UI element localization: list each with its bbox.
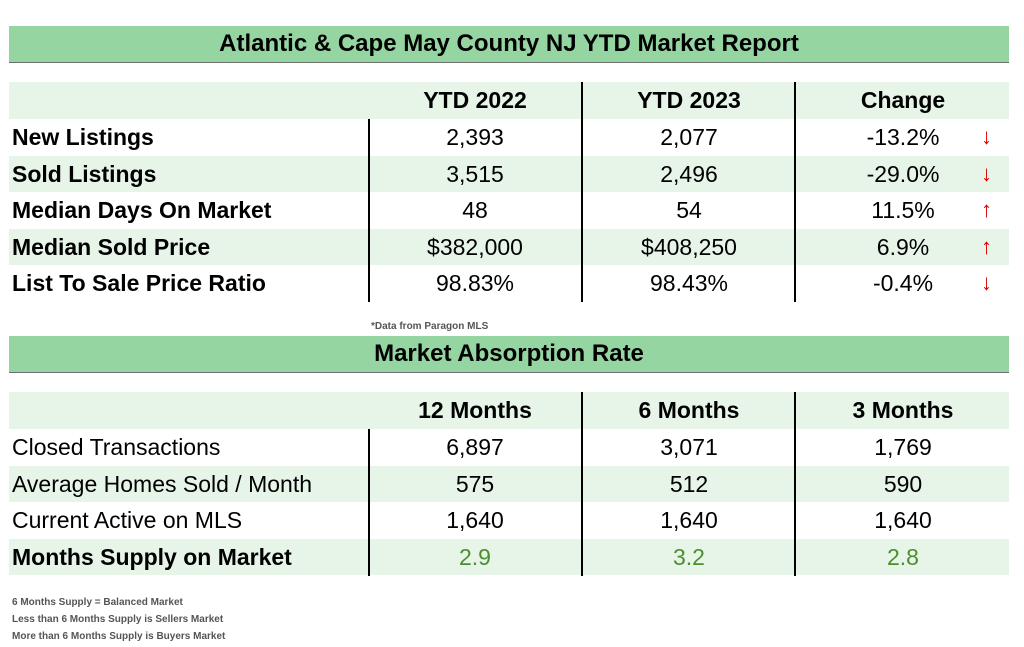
up-arrow-icon: ↑ — [981, 197, 992, 222]
column-divider — [794, 392, 796, 576]
absorption-table: 12 Months 6 Months 3 Months Closed Trans… — [9, 392, 1009, 576]
up-arrow-icon: ↑ — [981, 233, 992, 259]
footnote-buyers: More than 6 Months Supply is Buyers Mark… — [12, 631, 226, 642]
cell-value: 1,640 — [660, 507, 718, 533]
table-row: Months Supply on Market 2.9 3.2 2.8 — [9, 538, 1009, 575]
row-label-new-listings: New Listings — [12, 124, 154, 150]
cell-value: 590 — [883, 470, 923, 497]
column-divider — [368, 119, 370, 302]
column-divider — [794, 82, 796, 302]
cell-change: -29.0% — [866, 160, 940, 187]
cell-value: 1,640 — [874, 507, 932, 533]
down-arrow-icon: ↓ — [981, 160, 992, 186]
cell-value: 575 — [455, 470, 495, 497]
down-arrow-icon: ↓ — [981, 124, 992, 149]
row-label-current-active: Current Active on MLS — [12, 507, 243, 533]
cell-value: 48 — [462, 197, 488, 223]
table-row: Median Sold Price $382,000 $408,250 6.9%… — [9, 228, 1009, 265]
cell-value: 98.83% — [435, 270, 514, 296]
column-divider — [581, 392, 583, 576]
column-header-change: Change — [860, 87, 946, 113]
column-header-ytd-2023: YTD 2023 — [637, 87, 741, 113]
cell-value: 3,071 — [660, 434, 718, 460]
cell-value: $408,250 — [641, 233, 737, 260]
table-row: Average Homes Sold / Month 575 512 590 — [9, 465, 1009, 502]
column-divider — [368, 429, 370, 576]
footnote-sellers: Less than 6 Months Supply is Sellers Mar… — [12, 614, 224, 625]
column-header-3-months: 3 Months — [852, 397, 954, 423]
report-title: Atlantic & Cape May County NJ YTD Market… — [9, 26, 1009, 63]
cell-value: 512 — [669, 470, 709, 497]
cell-value: 2.8 — [887, 543, 919, 570]
table-row: New Listings 2,393 2,077 -13.2% ↓ — [9, 119, 1009, 156]
cell-value: $382,000 — [427, 233, 523, 260]
source-note: *Data from Paragon MLS — [371, 321, 489, 332]
cell-value: 3.2 — [673, 543, 705, 570]
cell-value: 2,393 — [446, 124, 504, 150]
row-label-list-to-sale-ratio: List To Sale Price Ratio — [12, 270, 266, 296]
cell-value: 2,077 — [660, 124, 718, 150]
row-label-sold-listings: Sold Listings — [12, 160, 157, 187]
table-row: List To Sale Price Ratio 98.83% 98.43% -… — [9, 265, 1009, 302]
table-row: Sold Listings 3,515 2,496 -29.0% ↓ — [9, 155, 1009, 192]
cell-value: 6,897 — [446, 434, 504, 460]
table-row: Median Days On Market 48 54 11.5% ↑ — [9, 192, 1009, 229]
ytd-report-table: YTD 2022 YTD 2023 Change New Listings 2,… — [9, 82, 1009, 302]
cell-change: 11.5% — [871, 197, 935, 223]
column-header-ytd-2022: YTD 2022 — [423, 87, 527, 113]
column-header-12-months: 12 Months — [418, 397, 532, 423]
cell-value: 1,640 — [446, 507, 504, 533]
down-arrow-icon: ↓ — [981, 270, 992, 295]
column-header-6-months: 6 Months — [638, 397, 740, 423]
absorption-title: Market Absorption Rate — [9, 336, 1009, 373]
table-row: Closed Transactions 6,897 3,071 1,769 — [9, 429, 1009, 466]
cell-value: 2,496 — [660, 160, 718, 187]
cell-value: 2.9 — [459, 543, 491, 570]
row-label-months-supply: Months Supply on Market — [12, 543, 292, 570]
cell-change: -13.2% — [866, 124, 940, 150]
row-label-closed-transactions: Closed Transactions — [12, 434, 221, 460]
cell-change: 6.9% — [876, 233, 930, 260]
cell-value: 3,515 — [446, 160, 504, 187]
row-label-average-homes-sold: Average Homes Sold / Month — [12, 470, 313, 497]
column-divider — [581, 82, 583, 302]
table-row: Current Active on MLS 1,640 1,640 1,640 — [9, 502, 1009, 539]
cell-value: 1,769 — [874, 434, 932, 460]
table-header-row: 12 Months 6 Months 3 Months — [9, 392, 1009, 429]
cell-change: -0.4% — [872, 270, 934, 296]
cell-value: 98.43% — [649, 270, 728, 296]
footnote-balanced: 6 Months Supply = Balanced Market — [12, 597, 183, 608]
row-label-median-days: Median Days On Market — [12, 197, 272, 223]
row-label-median-sold-price: Median Sold Price — [12, 233, 211, 260]
cell-value: 54 — [676, 197, 702, 223]
table-header-row: YTD 2022 YTD 2023 Change — [9, 82, 1009, 119]
